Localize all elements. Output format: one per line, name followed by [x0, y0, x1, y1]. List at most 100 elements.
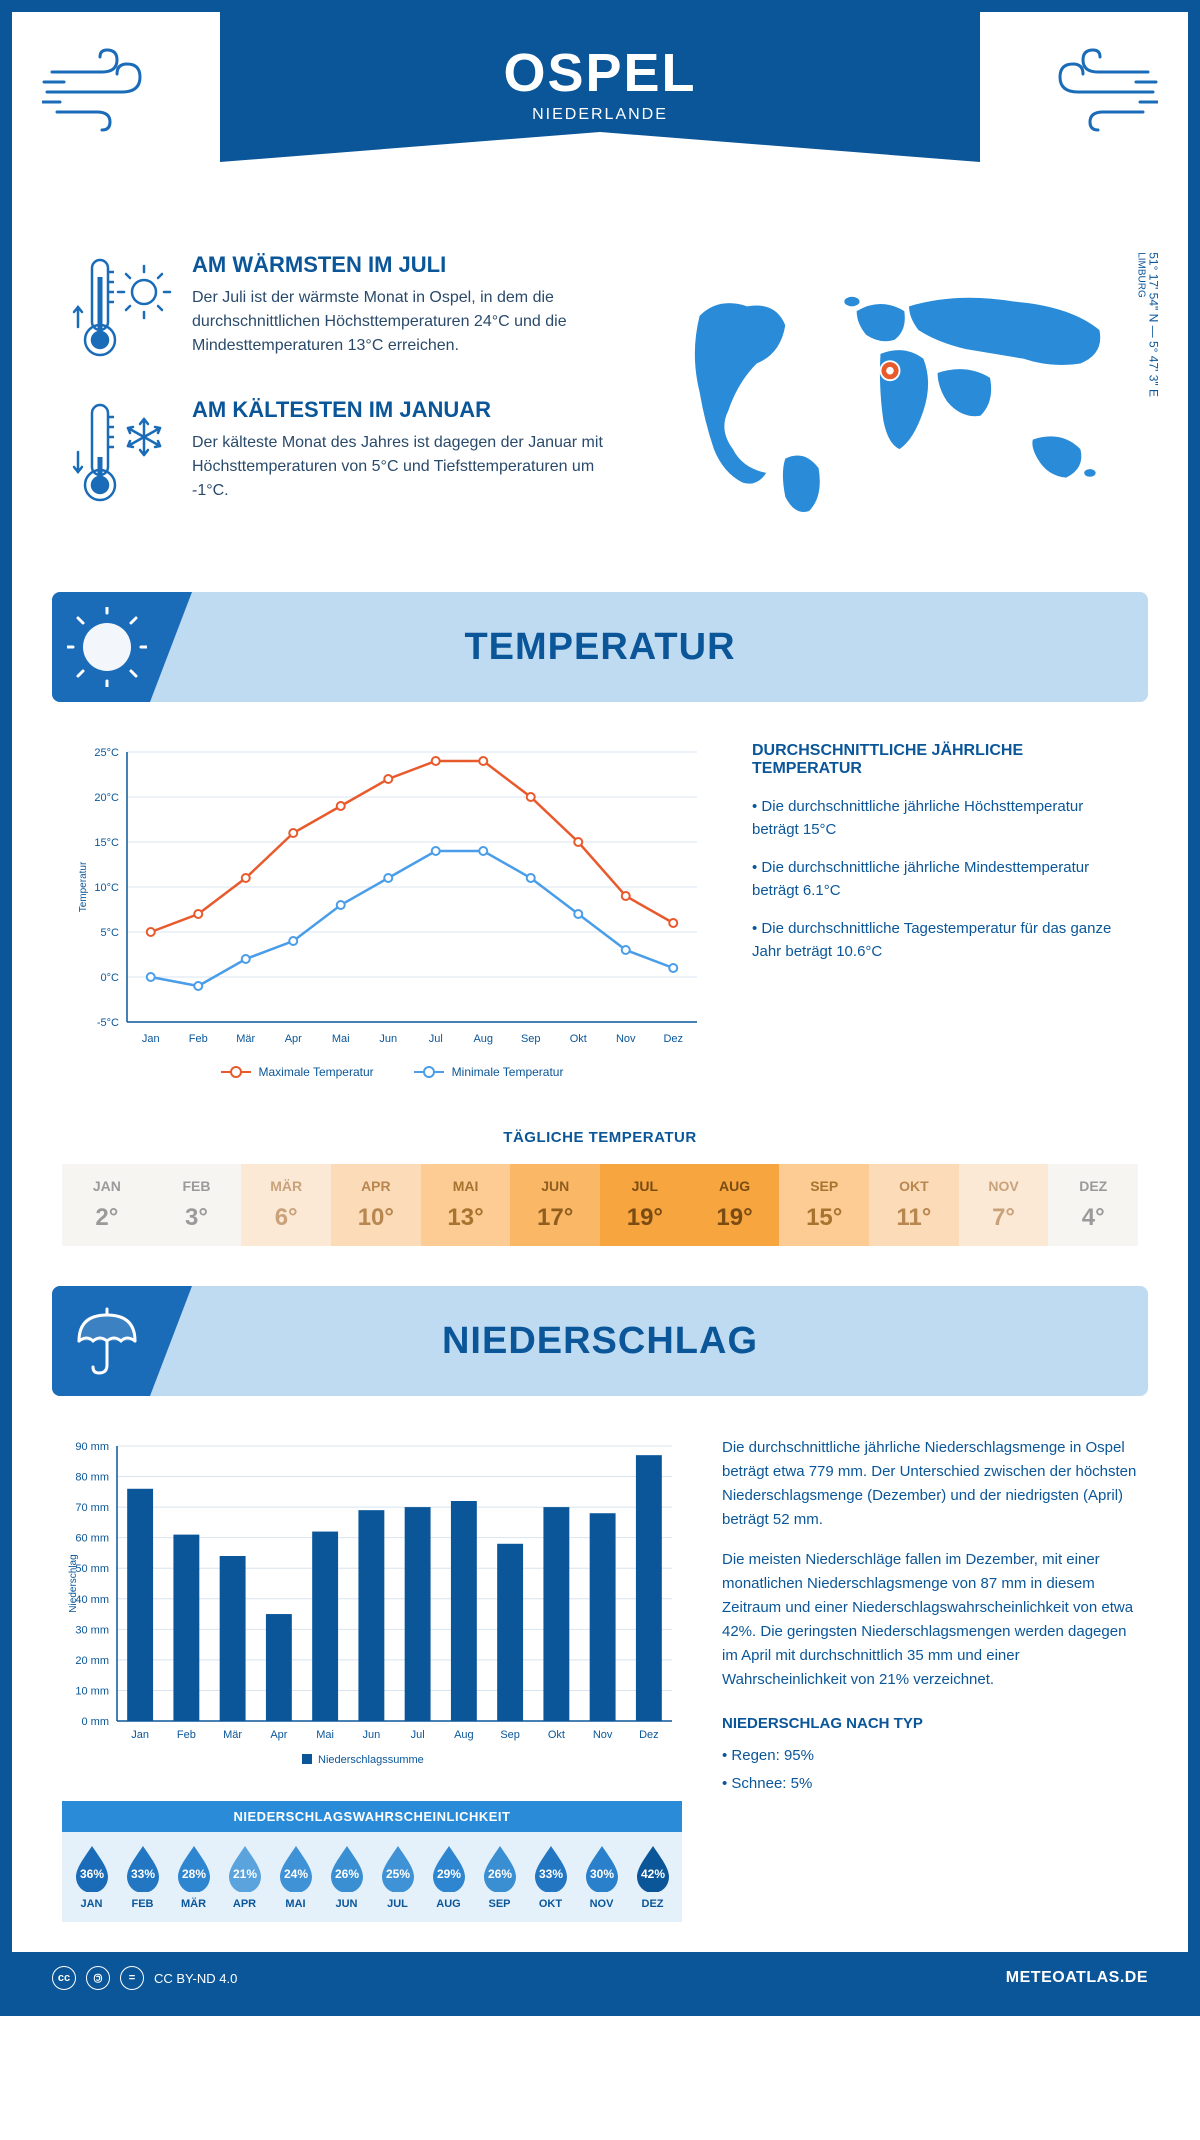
temp-info: DURCHSCHNITTLICHE JÄHRLICHE TEMPERATUR •…	[752, 742, 1128, 1079]
daily-value: 11°	[869, 1204, 959, 1232]
thermometer-snow-icon	[72, 397, 172, 512]
svg-text:21%: 21%	[232, 1867, 256, 1881]
prob-month: JAN	[66, 1898, 117, 1910]
daily-cell: APR10°	[331, 1164, 421, 1246]
daily-cell: JAN2°	[62, 1164, 152, 1246]
prob-month: DEZ	[627, 1898, 678, 1910]
svg-text:Mär: Mär	[223, 1729, 242, 1741]
svg-text:Mär: Mär	[236, 1033, 255, 1045]
daily-month: JUN	[510, 1178, 600, 1194]
drop-icon: 33%	[123, 1844, 163, 1892]
temp-info-title: DURCHSCHNITTLICHE JÄHRLICHE TEMPERATUR	[752, 742, 1128, 778]
daily-cell: AUG19°	[690, 1164, 780, 1246]
coords-value: 51° 17' 54" N — 5° 47' 3" E	[1147, 252, 1161, 397]
prob-cell: 42% DEZ	[627, 1844, 678, 1910]
svg-text:Nov: Nov	[593, 1729, 613, 1741]
drop-icon: 30%	[582, 1844, 622, 1892]
legend-max: Maximale Temperatur	[259, 1065, 374, 1079]
precip-type-title: NIEDERSCHLAG NACH TYP	[722, 1712, 1138, 1736]
city-title: OSPEL	[220, 42, 980, 104]
daily-temp-table: JAN2°FEB3°MÄR6°APR10°MAI13°JUN17°JUL19°A…	[62, 1164, 1138, 1246]
svg-text:26%: 26%	[334, 1867, 358, 1881]
daily-month: AUG	[690, 1178, 780, 1194]
svg-text:Dez: Dez	[663, 1033, 683, 1045]
daily-cell: JUL19°	[600, 1164, 690, 1246]
drop-icon: 36%	[72, 1844, 112, 1892]
prob-title: NIEDERSCHLAGSWAHRSCHEINLICHKEIT	[62, 1801, 682, 1832]
daily-value: 6°	[241, 1204, 331, 1232]
temp-bullet: • Die durchschnittliche jährliche Höchst…	[752, 796, 1128, 841]
by-icon: 🄯	[86, 1966, 110, 1990]
legend-min: Minimale Temperatur	[452, 1065, 564, 1079]
location-marker-icon	[880, 360, 901, 381]
drop-icon: 26%	[480, 1844, 520, 1892]
svg-text:Jan: Jan	[142, 1033, 160, 1045]
svg-text:26%: 26%	[487, 1867, 511, 1881]
prob-month: AUG	[423, 1898, 474, 1910]
svg-text:Jan: Jan	[131, 1729, 149, 1741]
coldest-block: AM KÄLTESTEN IM JANUAR Der kälteste Mona…	[72, 397, 612, 512]
warmest-block: AM WÄRMSTEN IM JULI Der Juli ist der wär…	[72, 252, 612, 367]
temp-bullet: • Die durchschnittliche Tagestemperatur …	[752, 918, 1128, 963]
svg-text:Niederschlag: Niederschlag	[68, 1554, 79, 1612]
daily-cell: NOV7°	[959, 1164, 1049, 1246]
prob-month: FEB	[117, 1898, 168, 1910]
daily-month: APR	[331, 1178, 421, 1194]
country-subtitle: NIEDERLANDE	[220, 106, 980, 124]
drop-icon: 24%	[276, 1844, 316, 1892]
precip-text: Die durchschnittliche jährliche Niedersc…	[722, 1436, 1138, 1922]
daily-value: 15°	[779, 1204, 869, 1232]
svg-text:30 mm: 30 mm	[75, 1624, 109, 1636]
license-label: CC BY-ND 4.0	[154, 1971, 237, 1986]
svg-text:15°C: 15°C	[94, 837, 119, 849]
prob-month: SEP	[474, 1898, 525, 1910]
svg-text:10 mm: 10 mm	[75, 1685, 109, 1697]
daily-value: 4°	[1048, 1204, 1138, 1232]
drop-icon: 29%	[429, 1844, 469, 1892]
prob-month: MAI	[270, 1898, 321, 1910]
daily-value: 3°	[152, 1204, 242, 1232]
region-label: LIMBURG	[1136, 252, 1147, 397]
prob-cell: 36% JAN	[66, 1844, 117, 1910]
svg-text:Niederschlagssumme: Niederschlagssumme	[318, 1754, 424, 1766]
svg-text:Jun: Jun	[379, 1033, 397, 1045]
precip-type: • Regen: 95%	[722, 1744, 1138, 1768]
temperature-chart: -5°C0°C5°C10°C15°C20°C25°CTemperaturJanF…	[72, 742, 712, 1079]
title-banner: OSPEL NIEDERLANDE	[220, 12, 980, 162]
prob-month: MÄR	[168, 1898, 219, 1910]
daily-cell: JUN17°	[510, 1164, 600, 1246]
svg-text:42%: 42%	[640, 1867, 664, 1881]
daily-month: DEZ	[1048, 1178, 1138, 1194]
nd-icon: =	[120, 1966, 144, 1990]
prob-cell: 30% NOV	[576, 1844, 627, 1910]
svg-text:10°C: 10°C	[94, 882, 119, 894]
daily-cell: MÄR6°	[241, 1164, 331, 1246]
drop-icon: 21%	[225, 1844, 265, 1892]
svg-text:Sep: Sep	[500, 1729, 520, 1741]
svg-text:36%: 36%	[79, 1867, 103, 1881]
svg-text:Feb: Feb	[189, 1033, 208, 1045]
prob-cell: 26% JUN	[321, 1844, 372, 1910]
svg-text:Apr: Apr	[285, 1033, 302, 1045]
prob-cell: 29% AUG	[423, 1844, 474, 1910]
prob-cell: 24% MAI	[270, 1844, 321, 1910]
prob-month: NOV	[576, 1898, 627, 1910]
svg-text:Feb: Feb	[177, 1729, 196, 1741]
svg-text:50 mm: 50 mm	[75, 1563, 109, 1575]
svg-text:90 mm: 90 mm	[75, 1441, 109, 1453]
svg-text:Jul: Jul	[429, 1033, 443, 1045]
coordinates: 51° 17' 54" N — 5° 47' 3" E LIMBURG	[1136, 252, 1161, 397]
daily-cell: MAI13°	[421, 1164, 511, 1246]
temp-bullet: • Die durchschnittliche jährliche Mindes…	[752, 857, 1128, 902]
prob-month: JUN	[321, 1898, 372, 1910]
daily-cell: OKT11°	[869, 1164, 959, 1246]
daily-value: 2°	[62, 1204, 152, 1232]
svg-text:Jun: Jun	[363, 1729, 381, 1741]
svg-text:Sep: Sep	[521, 1033, 541, 1045]
site-label: METEOATLAS.DE	[1006, 1969, 1148, 1987]
temp-section-title: TEMPERATUR	[52, 626, 1148, 669]
svg-text:25%: 25%	[385, 1867, 409, 1881]
prob-cell: 33%OKT	[525, 1844, 576, 1910]
svg-text:0 mm: 0 mm	[82, 1716, 110, 1728]
daily-value: 7°	[959, 1204, 1049, 1232]
